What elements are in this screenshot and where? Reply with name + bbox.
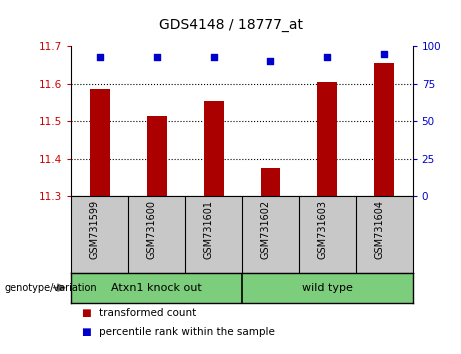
Text: GSM731600: GSM731600 bbox=[147, 200, 157, 259]
Bar bbox=[374, 63, 394, 196]
Text: GSM731599: GSM731599 bbox=[90, 200, 100, 259]
Bar bbox=[260, 168, 280, 196]
Text: GSM731602: GSM731602 bbox=[260, 200, 271, 259]
Text: ■: ■ bbox=[81, 327, 90, 337]
Text: GSM731603: GSM731603 bbox=[317, 200, 327, 259]
Text: GSM731601: GSM731601 bbox=[204, 200, 213, 259]
Bar bbox=[317, 82, 337, 196]
Point bbox=[96, 54, 104, 59]
Text: Atxn1 knock out: Atxn1 knock out bbox=[112, 282, 202, 293]
Point bbox=[324, 54, 331, 59]
Text: transformed count: transformed count bbox=[99, 308, 196, 318]
Text: wild type: wild type bbox=[302, 282, 353, 293]
Text: percentile rank within the sample: percentile rank within the sample bbox=[99, 327, 275, 337]
Text: ■: ■ bbox=[81, 308, 90, 318]
Point bbox=[153, 54, 160, 59]
Text: GDS4148 / 18777_at: GDS4148 / 18777_at bbox=[159, 18, 302, 32]
Point bbox=[210, 54, 217, 59]
Text: genotype/variation: genotype/variation bbox=[5, 282, 97, 293]
Text: GSM731604: GSM731604 bbox=[374, 200, 384, 259]
Bar bbox=[147, 116, 167, 196]
Bar bbox=[204, 101, 224, 196]
Point bbox=[267, 58, 274, 64]
Bar bbox=[90, 89, 110, 196]
Point bbox=[380, 51, 388, 56]
